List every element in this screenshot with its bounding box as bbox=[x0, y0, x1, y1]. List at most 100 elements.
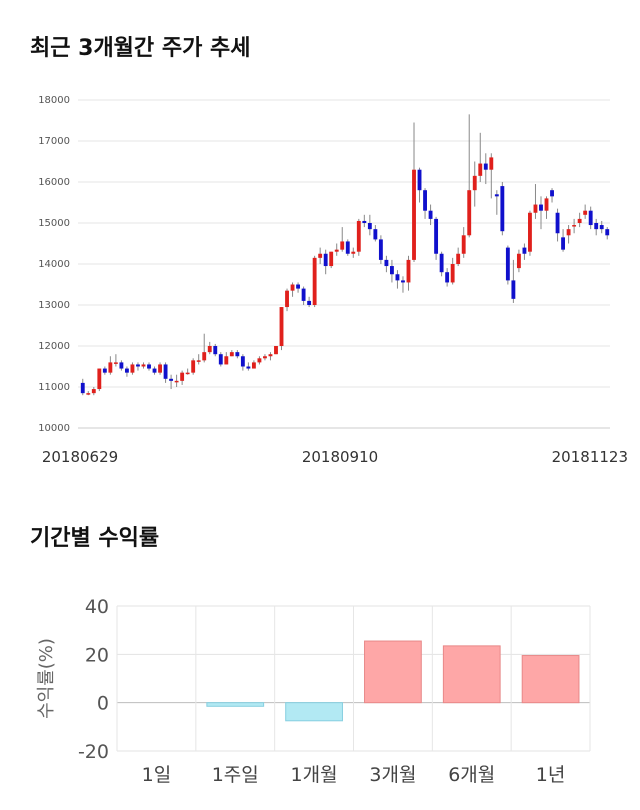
candle-down bbox=[367, 223, 372, 230]
x-tick-label: 1년 bbox=[536, 764, 566, 786]
y-tick-label: 0 bbox=[97, 693, 109, 715]
candle-up bbox=[202, 352, 207, 361]
candle-down bbox=[80, 382, 85, 394]
x-tick-label: 20180910 bbox=[302, 448, 378, 466]
candle-down bbox=[362, 220, 367, 223]
candle-up bbox=[86, 393, 91, 395]
candle-up bbox=[318, 253, 323, 258]
return-bar-positive bbox=[364, 640, 422, 704]
candle-down bbox=[428, 210, 433, 219]
candle-down bbox=[605, 229, 610, 236]
candle-up bbox=[141, 364, 146, 367]
candle-up bbox=[290, 284, 295, 291]
candle-up bbox=[351, 251, 356, 254]
candle-up bbox=[285, 290, 289, 308]
y-tick-label: 16000 bbox=[38, 177, 70, 188]
candle-down bbox=[169, 378, 174, 381]
returns-chart-title: 기간별 수익률 bbox=[30, 526, 160, 551]
x-tick-label: 3개월 bbox=[369, 764, 416, 786]
candle-down bbox=[434, 218, 439, 254]
candle-up bbox=[334, 249, 339, 252]
candle-down bbox=[439, 253, 444, 273]
candle-up bbox=[113, 362, 118, 364]
candle-up bbox=[566, 229, 571, 236]
candle-down bbox=[423, 190, 427, 211]
candle-down bbox=[511, 280, 516, 299]
candle-down bbox=[119, 362, 124, 369]
candle-up bbox=[91, 389, 96, 394]
candle-up bbox=[329, 251, 334, 267]
candle-up bbox=[356, 220, 361, 252]
candle-up bbox=[257, 358, 262, 363]
candle-up bbox=[196, 360, 201, 362]
y-tick-label: 11000 bbox=[38, 382, 70, 393]
candle-up bbox=[461, 235, 466, 254]
candle-down bbox=[599, 225, 604, 230]
candle-up bbox=[158, 364, 162, 373]
candle-down bbox=[296, 284, 301, 289]
price-chart-title: 최근 3개월간 주가 추세 bbox=[30, 36, 251, 61]
candle-up bbox=[583, 210, 588, 215]
candle-up bbox=[450, 264, 455, 283]
x-tick-label: 20181123 bbox=[552, 448, 628, 466]
candlestick-chart: 10000 11000 12000 13000 14000 15000 16000 17000… bbox=[38, 95, 628, 466]
candle-down bbox=[136, 364, 140, 367]
candle-down bbox=[483, 163, 488, 170]
return-bar-negative bbox=[285, 702, 343, 722]
candle-down bbox=[522, 247, 527, 254]
candle-up bbox=[528, 212, 532, 252]
candle-up bbox=[174, 380, 179, 383]
candle-up bbox=[516, 253, 521, 269]
candle-down bbox=[218, 354, 223, 365]
candle-up bbox=[207, 346, 212, 353]
candle-down bbox=[494, 194, 499, 197]
candle-down bbox=[445, 272, 450, 283]
candle-up bbox=[97, 368, 102, 390]
y-tick-label: 14000 bbox=[38, 259, 70, 270]
y-tick-label: -20 bbox=[78, 741, 109, 763]
y-tick-label: 10000 bbox=[38, 423, 70, 434]
return-bar-positive bbox=[521, 655, 580, 704]
return-bar-positive bbox=[442, 645, 501, 704]
candle-down bbox=[384, 259, 389, 267]
x-tick-label: 6개월 bbox=[448, 764, 495, 786]
candle-down bbox=[163, 364, 168, 379]
y-tick-label: 20 bbox=[85, 644, 109, 666]
candle-down bbox=[378, 239, 383, 260]
candle-down bbox=[500, 186, 505, 232]
candle-down bbox=[246, 366, 251, 369]
candle-up bbox=[180, 372, 185, 381]
candle-down bbox=[240, 356, 245, 367]
candle-up bbox=[263, 356, 267, 359]
candle-down bbox=[102, 368, 107, 373]
candle-up bbox=[312, 257, 317, 305]
candle-up bbox=[406, 259, 411, 283]
candle-up bbox=[412, 169, 416, 260]
y-tick-label: 12000 bbox=[38, 341, 70, 352]
y-tick-label: 15000 bbox=[38, 218, 70, 229]
candle-up bbox=[472, 175, 477, 191]
candle-down bbox=[395, 274, 400, 281]
return-bar-negative bbox=[206, 702, 265, 707]
candle-down bbox=[594, 223, 599, 230]
candle-down bbox=[307, 300, 312, 305]
candle-up bbox=[340, 241, 345, 250]
candle-down bbox=[301, 288, 306, 301]
candle-down bbox=[561, 237, 566, 250]
candle-up bbox=[268, 354, 273, 357]
candle-up bbox=[577, 218, 582, 223]
candle-down bbox=[505, 247, 510, 281]
candle-down bbox=[550, 190, 554, 197]
candle-down bbox=[124, 368, 129, 373]
x-tick-label: 20180629 bbox=[42, 448, 118, 466]
candle-up bbox=[229, 352, 234, 357]
y-tick-label: 17000 bbox=[38, 136, 70, 147]
candle-up bbox=[572, 225, 577, 227]
candle-up bbox=[456, 253, 461, 264]
candle-up bbox=[467, 190, 472, 236]
candle-up bbox=[224, 356, 229, 365]
candle-up bbox=[279, 307, 284, 346]
candle-down bbox=[389, 266, 394, 275]
candle-down bbox=[152, 368, 157, 373]
